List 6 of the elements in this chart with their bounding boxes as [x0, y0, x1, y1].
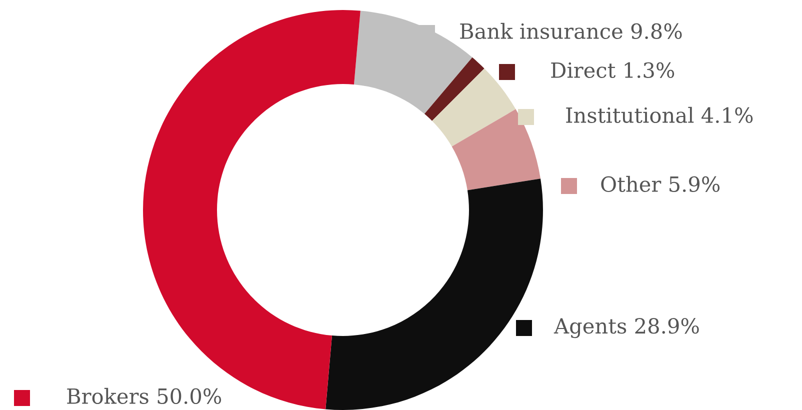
legend-label: Direct 1.3% [551, 62, 674, 78]
legend-label: Other 5.9% [601, 176, 720, 192]
legend-label: Agents 28.9% [554, 318, 699, 338]
legend-label: Bank insurance 9.8% [460, 22, 682, 40]
legend-label: Institutional 4.1% [566, 106, 753, 124]
legend-label: Brokers 50.0% [67, 388, 222, 404]
